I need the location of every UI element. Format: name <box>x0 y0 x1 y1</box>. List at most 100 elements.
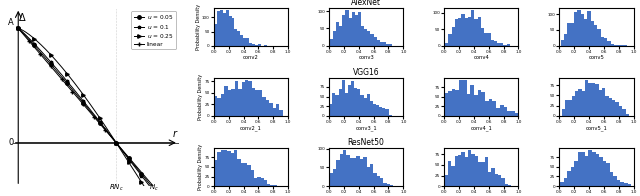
Bar <box>380 107 382 116</box>
Bar <box>247 165 251 186</box>
Bar <box>614 44 617 46</box>
Bar <box>567 171 571 186</box>
Bar <box>468 150 471 186</box>
u = 0.1 <box>15 27 22 30</box>
linear <box>132 165 140 167</box>
Bar <box>240 35 243 46</box>
Line: linear: linear <box>16 26 157 190</box>
Bar <box>217 11 220 46</box>
Bar <box>353 158 356 186</box>
Text: $\Delta$: $\Delta$ <box>17 11 26 23</box>
Bar <box>360 95 364 116</box>
Bar <box>597 29 600 46</box>
u = 0.05 <box>119 149 127 152</box>
Bar <box>218 152 221 186</box>
Bar <box>351 81 354 116</box>
Bar <box>276 104 280 116</box>
Bar <box>475 156 478 186</box>
Bar <box>490 40 493 46</box>
Bar <box>589 83 592 116</box>
Bar <box>461 14 465 46</box>
u = 0.25 <box>31 38 38 40</box>
Bar <box>578 152 581 186</box>
Bar <box>484 33 487 46</box>
Bar <box>330 39 333 46</box>
Bar <box>488 172 492 186</box>
Bar <box>376 105 380 116</box>
Bar <box>231 89 235 116</box>
Title: AlexNet: AlexNet <box>351 0 381 7</box>
Bar <box>511 111 515 116</box>
Bar <box>481 28 484 46</box>
Bar <box>246 38 249 46</box>
Bar <box>244 163 247 186</box>
Bar <box>621 182 624 186</box>
Bar <box>501 178 505 186</box>
u = 0.05 <box>150 188 158 191</box>
Bar <box>383 183 387 186</box>
Bar <box>339 89 342 116</box>
Bar <box>274 185 277 186</box>
Bar <box>227 151 230 186</box>
Bar <box>252 44 255 46</box>
Bar <box>561 109 565 116</box>
Bar <box>495 174 498 186</box>
Bar <box>224 86 228 116</box>
Bar <box>474 19 477 46</box>
u = 0.1 <box>31 43 38 45</box>
Bar <box>470 85 474 116</box>
Bar <box>603 161 606 186</box>
Bar <box>582 91 585 116</box>
Bar <box>567 23 571 46</box>
Bar <box>452 89 456 116</box>
Bar <box>346 155 349 186</box>
Bar <box>260 45 264 46</box>
Bar <box>249 43 252 46</box>
linear <box>102 130 109 132</box>
Bar <box>485 101 489 116</box>
Bar <box>585 80 589 116</box>
Bar <box>481 162 484 186</box>
Bar <box>477 90 481 116</box>
Bar <box>622 109 626 116</box>
Bar <box>498 175 501 186</box>
Bar <box>455 19 458 46</box>
Text: r: r <box>173 129 177 139</box>
Bar <box>376 176 380 186</box>
Bar <box>387 184 390 186</box>
Bar <box>607 41 611 46</box>
Bar <box>271 185 274 186</box>
Bar <box>504 107 508 116</box>
Bar <box>259 90 262 116</box>
X-axis label: conv5: conv5 <box>589 55 604 60</box>
Line: u = 0.05: u = 0.05 <box>17 27 156 191</box>
Bar <box>357 89 360 116</box>
u = 0.1 <box>119 150 127 152</box>
Bar <box>367 94 370 116</box>
Bar <box>386 44 389 46</box>
Bar <box>234 150 237 186</box>
u = 0.1 <box>148 189 156 191</box>
Bar <box>591 21 594 46</box>
Bar <box>361 26 364 46</box>
Bar <box>238 89 241 116</box>
Bar <box>571 23 574 46</box>
Bar <box>336 160 340 186</box>
Bar <box>444 93 448 116</box>
u = 0.1 <box>97 122 105 125</box>
linear <box>102 129 109 131</box>
Bar <box>594 25 597 46</box>
X-axis label: conv2_1: conv2_1 <box>240 126 262 131</box>
Bar <box>267 183 271 186</box>
Bar <box>617 45 621 46</box>
X-axis label: conv4_1: conv4_1 <box>470 126 492 131</box>
Bar <box>367 167 370 186</box>
Bar <box>370 101 373 116</box>
u = 0.1 <box>145 185 153 187</box>
Bar <box>214 96 218 116</box>
u = 0.25 <box>15 27 22 30</box>
Bar <box>454 156 458 186</box>
linear <box>140 173 147 176</box>
Title: VGG16: VGG16 <box>353 68 380 77</box>
Bar <box>577 10 580 46</box>
